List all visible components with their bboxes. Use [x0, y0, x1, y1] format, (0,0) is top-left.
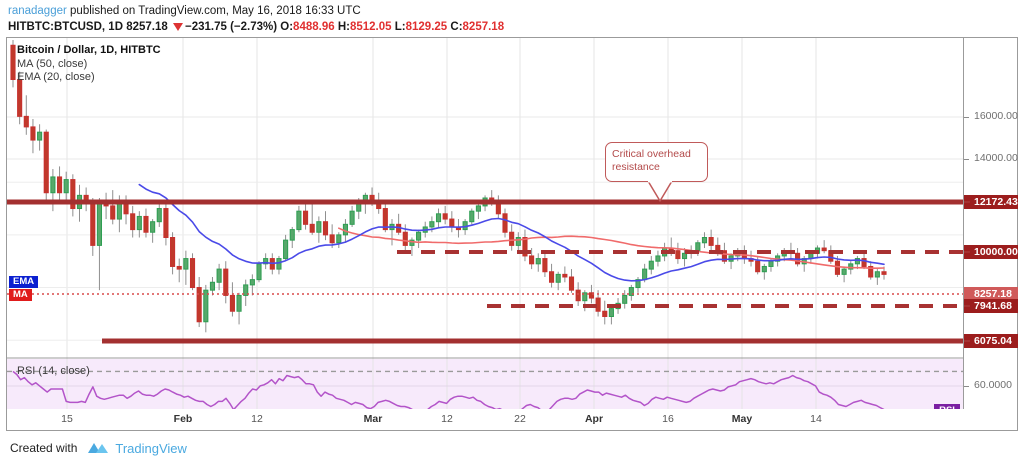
- low-key: L:: [394, 21, 406, 33]
- time-axis-label: Feb: [173, 413, 193, 425]
- price-change: −231.75 (−2.73%): [184, 21, 278, 33]
- price-level-badge[interactable]: 6075.04: [964, 334, 1018, 348]
- author-link[interactable]: ranadagger: [8, 5, 67, 17]
- price-level-stub: [964, 251, 970, 253]
- tradingview-brand[interactable]: TradingView: [115, 440, 187, 456]
- price-level-badge[interactable]: 7941.68: [964, 299, 1018, 313]
- time-axis-label: 12: [441, 413, 453, 425]
- price-level-badge[interactable]: 12172.43: [964, 195, 1018, 209]
- time-axis-label: 16: [662, 413, 674, 425]
- time-axis-label: Apr: [584, 413, 604, 425]
- tradingview-logo-icon: [88, 443, 109, 453]
- price-axis-tick: [964, 117, 969, 118]
- time-axis[interactable]: 15 Feb 12 Mar 12 22 Apr 16 May 14: [6, 409, 1018, 431]
- symbol-label[interactable]: HITBTC:BTCUSD, 1D: [8, 21, 123, 33]
- close-value: 8257.18: [462, 21, 505, 33]
- annotation-callout[interactable]: Critical overhead resistance: [605, 142, 708, 182]
- price-level-stub: [964, 305, 970, 307]
- chart-canvas: [7, 38, 964, 421]
- price-axis-tick: [964, 159, 969, 160]
- time-axis-label: 15: [61, 413, 73, 425]
- chart-plot-area[interactable]: Bitcoin / Dollar, 1D, HITBTC MA (50, clo…: [7, 38, 964, 421]
- publish-text: published on TradingView.com, May 16, 20…: [66, 5, 361, 17]
- price-level-stub: [964, 201, 970, 203]
- ema-side-badge: EMA: [9, 276, 39, 288]
- time-axis-label: 22: [514, 413, 526, 425]
- price-level-badge[interactable]: 8257.18: [964, 287, 1018, 301]
- open-value: 8488.96: [293, 21, 335, 33]
- price-axis[interactable]: 16000.00 14000.00 12172.43 10000.00 8257.18 7…: [934, 38, 1018, 424]
- time-axis-label: 14: [810, 413, 822, 425]
- chart-footer: Created with TradingView: [0, 434, 1024, 462]
- chart-header: ranadagger published on TradingView.com,…: [0, 0, 1024, 37]
- publish-line: ranadagger published on TradingView.com,…: [8, 4, 1024, 19]
- created-with-label: Created with: [10, 441, 78, 455]
- annotation-text: Critical overhead resistance: [612, 148, 691, 173]
- last-price: 8257.18: [126, 21, 168, 33]
- price-level-stub: [964, 340, 970, 342]
- low-value: 8129.25: [405, 21, 448, 33]
- down-arrow-icon: [172, 23, 183, 31]
- rsi-axis-label: 60.0000: [974, 379, 1012, 391]
- chart-frame: Bitcoin / Dollar, 1D, HITBTC MA (50, clo…: [6, 37, 1018, 424]
- price-level-stub: [964, 293, 970, 295]
- ma-side-badge: MA: [9, 289, 32, 301]
- open-key: O:: [280, 21, 294, 33]
- high-value: 8512.05: [349, 21, 392, 33]
- time-axis-label: Mar: [363, 413, 383, 425]
- close-key: C:: [450, 21, 463, 33]
- rsi-axis-tick: [964, 386, 969, 387]
- time-axis-label: May: [731, 413, 753, 425]
- rsi-pane-legend[interactable]: RSI (14, close): [17, 365, 90, 377]
- annotation-pointer-icon: [647, 181, 673, 202]
- price-axis-label: 14000.00: [974, 152, 1018, 164]
- price-level-badge[interactable]: 10000.00: [964, 245, 1018, 259]
- time-axis-label: 12: [251, 413, 263, 425]
- quote-line: HITBTC:BTCUSD, 1D 8257.18 −231.75 (−2.73…: [8, 19, 1024, 35]
- high-key: H:: [337, 21, 350, 33]
- price-axis-label: 16000.00: [974, 110, 1018, 122]
